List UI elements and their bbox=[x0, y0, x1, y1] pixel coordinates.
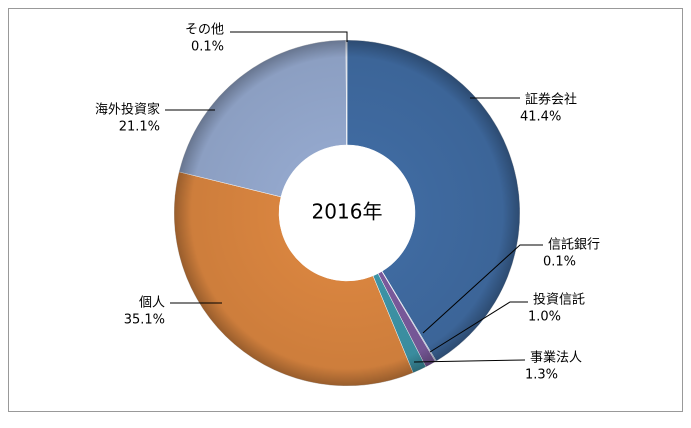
slice-name: その他 bbox=[185, 23, 224, 38]
slice-value: 41.4% bbox=[520, 110, 561, 125]
slice-name: 事業法人 bbox=[530, 350, 582, 366]
leader-line bbox=[429, 301, 528, 353]
slice-name: 証券会社 bbox=[525, 92, 577, 108]
slice-name: 個人 bbox=[139, 296, 165, 311]
slice-value: 21.1% bbox=[119, 120, 160, 135]
slice-value: 35.1% bbox=[124, 313, 165, 328]
slice-name: 海外投資家 bbox=[95, 102, 160, 118]
leader-line bbox=[422, 244, 543, 334]
slice-value: 1.3% bbox=[525, 368, 558, 383]
center-label: 2016年 bbox=[312, 200, 383, 224]
leader-line bbox=[413, 359, 526, 363]
leader-line bbox=[230, 31, 348, 42]
slice-value: 0.1% bbox=[191, 40, 224, 55]
slice-name: 投資信託 bbox=[533, 292, 585, 308]
slice-name: 信託銀行 bbox=[548, 237, 600, 253]
slice-value: 1.0% bbox=[528, 310, 561, 325]
slice-value: 0.1% bbox=[543, 255, 576, 270]
